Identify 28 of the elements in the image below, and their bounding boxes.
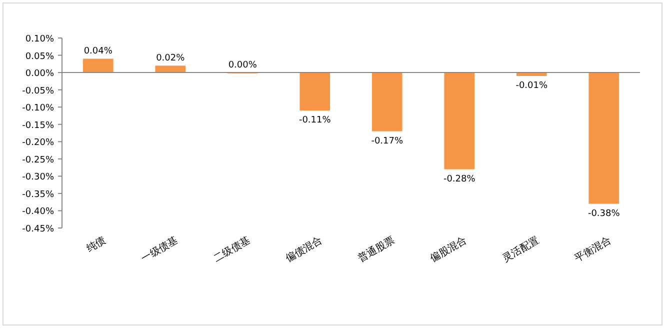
y-tick-label: 0.05% <box>25 52 54 62</box>
data-label: -0.01% <box>516 81 548 91</box>
x-tick-label: 一级债基 <box>139 234 180 265</box>
data-label: -0.11% <box>298 116 332 126</box>
y-tick-label: -0.25% <box>22 155 54 166</box>
y-tick-label: -0.20% <box>22 138 54 148</box>
data-label: 0.02% <box>156 54 186 64</box>
y-tick-label: -0.45% <box>22 224 54 234</box>
y-tick-label: -0.30% <box>22 172 54 183</box>
data-label: -0.38% <box>588 208 620 219</box>
y-tick-label: 0.10% <box>25 34 54 44</box>
x-tick-label: 偏股混合 <box>428 234 469 265</box>
x-tick-label: 平衡混合 <box>572 234 614 265</box>
y-tick-label: -0.10% <box>22 104 54 114</box>
data-label: 0.04% <box>84 46 113 57</box>
y-tick-label: -0.05% <box>22 86 54 96</box>
y-tick-label: -0.40% <box>22 207 54 218</box>
x-tick-label: 纯债 <box>84 234 108 255</box>
x-tick-label: 普通股票 <box>356 234 397 265</box>
x-tick-label: 偏债混合 <box>284 234 324 265</box>
y-tick-label: -0.35% <box>22 190 54 200</box>
data-label: 0.00% <box>228 60 258 71</box>
x-tick-label: 二级债基 <box>211 234 252 265</box>
y-tick-label: 0.00% <box>25 69 54 80</box>
data-label: -0.17% <box>371 136 404 146</box>
y-tick-label: -0.15% <box>22 120 54 131</box>
data-label: -0.28% <box>443 174 476 184</box>
x-tick-label: 灵活配置 <box>500 234 542 265</box>
